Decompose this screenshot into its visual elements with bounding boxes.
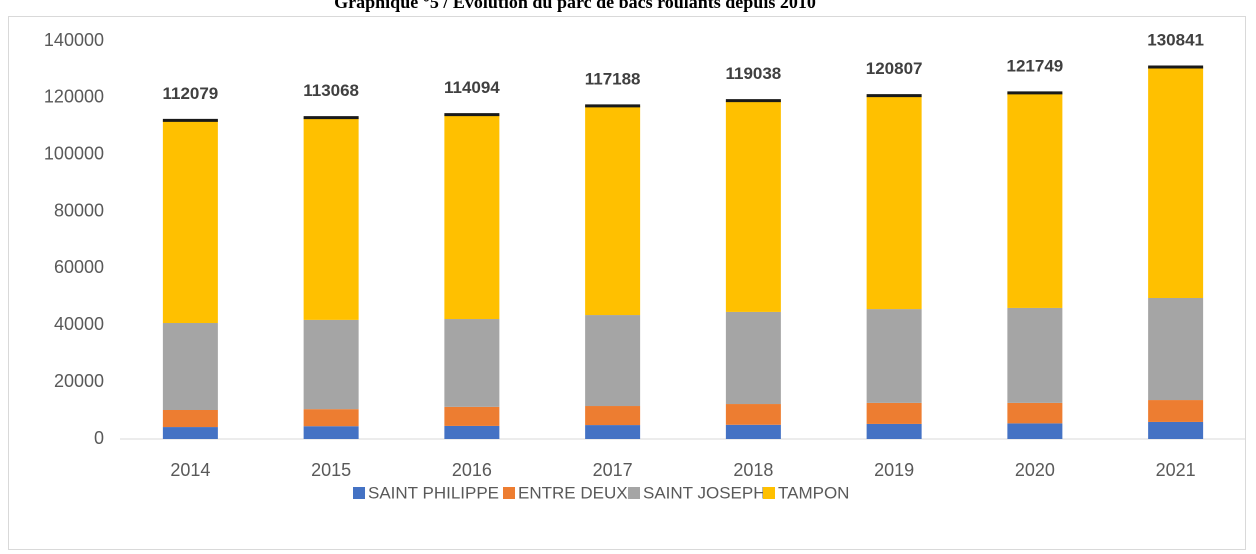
x-tick-label: 2017 [593, 460, 633, 480]
total-label: 121749 [1007, 56, 1064, 75]
x-tick-label: 2014 [170, 460, 210, 480]
bar-segment [866, 309, 922, 403]
bar-segment [1148, 400, 1204, 422]
x-tick-label: 2020 [1015, 460, 1055, 480]
bar-segment [162, 410, 218, 428]
total-label: 119038 [725, 64, 781, 83]
bar-segment [1148, 421, 1204, 439]
legend-label: SAINT JOSEPH [643, 483, 766, 502]
y-tick-label: 40000 [54, 314, 104, 334]
y-tick-label: 0 [94, 428, 104, 448]
y-tick-label: 140000 [44, 30, 104, 50]
bar-segment [725, 311, 781, 405]
bar-segment [444, 425, 500, 439]
y-tick-label: 60000 [54, 257, 104, 277]
bar-segment [1148, 67, 1204, 298]
bar-segment [585, 425, 641, 439]
total-label: 130841 [1147, 31, 1204, 50]
bar-segment [1148, 297, 1204, 401]
bar-segment [162, 120, 218, 324]
bar-segment [303, 117, 359, 320]
bar-segment [162, 323, 218, 411]
x-tick-label: 2019 [874, 460, 914, 480]
y-tick-label: 20000 [54, 371, 104, 391]
bar-segment [1007, 307, 1063, 403]
bar-segment [725, 100, 781, 312]
y-tick-label: 100000 [44, 143, 104, 163]
legend-swatch [503, 487, 515, 499]
bar-segment [725, 424, 781, 439]
chart-title: Graphique °5 / Évolution du parc de bacs… [334, 0, 816, 12]
bar-segment [1007, 92, 1063, 308]
bar-segment [585, 105, 641, 316]
bar-segment [444, 406, 500, 426]
x-tick-label: 2015 [311, 460, 351, 480]
bar-segment [585, 315, 641, 407]
legend-swatch [353, 487, 365, 499]
bar-segment [585, 406, 641, 426]
y-tick-label: 120000 [44, 87, 104, 107]
bar-segment [1007, 423, 1063, 439]
bar-segment [162, 427, 218, 439]
total-label: 120807 [866, 59, 923, 78]
legend-swatch [628, 487, 640, 499]
y-tick-label: 80000 [54, 200, 104, 220]
bar-segment [866, 402, 922, 424]
bar-segment [866, 95, 922, 310]
bar-segment [303, 426, 359, 439]
bar-segment [725, 404, 781, 425]
bar-segment [444, 114, 500, 320]
legend-label: TAMPON [778, 483, 849, 502]
bar-segment [866, 423, 922, 439]
total-label: 114094 [444, 78, 500, 97]
bar-segment [444, 319, 500, 407]
total-label: 112079 [162, 84, 218, 103]
x-tick-label: 2021 [1156, 460, 1196, 480]
total-label: 113068 [303, 81, 359, 100]
legend-swatch [763, 487, 775, 499]
legend-label: SAINT PHILIPPE [368, 483, 499, 502]
x-tick-label: 2016 [452, 460, 492, 480]
bar-segment [303, 319, 359, 410]
total-label: 117188 [585, 69, 641, 88]
x-tick-label: 2018 [733, 460, 773, 480]
bar-segment [1007, 402, 1063, 424]
legend-label: ENTRE DEUX [518, 483, 628, 502]
bar-segment [303, 409, 359, 427]
